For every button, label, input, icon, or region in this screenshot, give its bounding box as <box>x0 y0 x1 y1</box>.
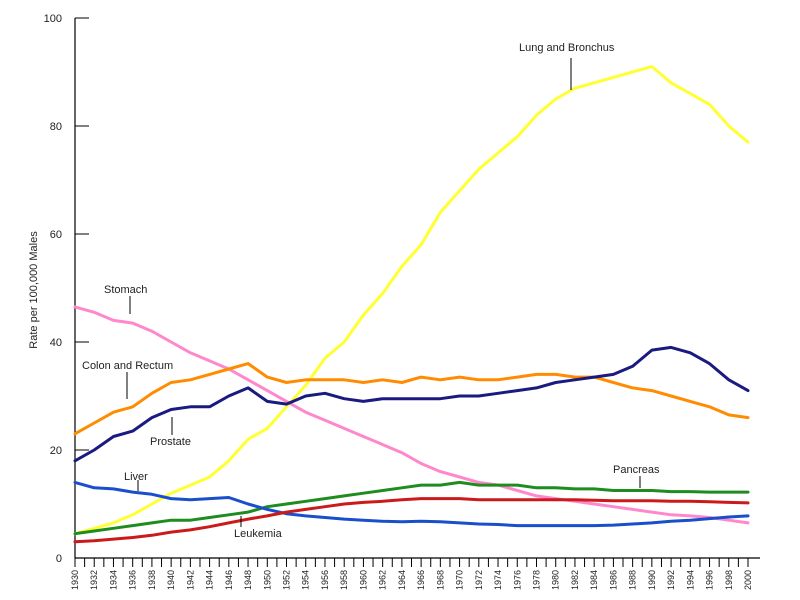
x-tick-label: 1988 <box>628 570 638 590</box>
series-line-stomach <box>73 305 750 525</box>
series-layer <box>73 65 750 544</box>
x-tick-label: 1986 <box>608 570 618 590</box>
x-tick-label: 1982 <box>570 570 580 590</box>
label-liver: Liver <box>124 471 148 483</box>
x-tick-label: 1946 <box>224 570 234 590</box>
x-tick-label: 1948 <box>243 570 253 590</box>
x-tick-label: 1980 <box>551 570 561 590</box>
x-tick-label: 1968 <box>435 570 445 590</box>
label-leukemia: Leukemia <box>234 528 283 540</box>
y-tick-label: 0 <box>56 553 62 565</box>
x-tick-label: 1972 <box>474 570 484 590</box>
x-tick-label: 1942 <box>185 570 195 590</box>
y-tick-label: 20 <box>50 445 62 457</box>
x-tick-label: 1934 <box>108 570 118 590</box>
x-tick-label: 1938 <box>147 570 157 590</box>
x-tick-label: 1970 <box>455 570 465 590</box>
x-tick-label: 1960 <box>358 570 368 590</box>
x-tick-label: 2000 <box>743 570 753 590</box>
x-tick-label: 1990 <box>647 570 657 590</box>
x-tick-label: 1978 <box>531 570 541 590</box>
x-tick-label: 1930 <box>70 570 80 590</box>
label-colon-and-rectum: Colon and Rectum <box>82 360 173 372</box>
y-axis: 0 20 40 60 80 100 <box>44 13 89 565</box>
x-tick-label: 1984 <box>589 570 599 590</box>
series-labels: Lung and Bronchus Stomach Colon and Rect… <box>82 42 660 540</box>
x-axis: 1930 1932 1934 1936 1938 1940 1942 1944 1946 1948… <box>70 557 760 590</box>
y-tick-label: 60 <box>50 229 62 241</box>
series-line-colon-and-rectum <box>73 362 750 436</box>
x-tick-label: 1952 <box>282 570 292 590</box>
series-line-lung-and-bronchus <box>73 65 750 536</box>
x-tick-label: 1944 <box>205 570 215 590</box>
x-tick-label: 1962 <box>378 570 388 590</box>
x-tick-label: 1958 <box>339 570 349 590</box>
y-axis-title: Rate per 100,000 Males <box>28 231 40 349</box>
y-tick-label: 100 <box>44 13 62 25</box>
x-tick-label: 1954 <box>301 570 311 590</box>
x-tick-label: 1966 <box>416 570 426 590</box>
label-pancreas: Pancreas <box>613 464 660 476</box>
x-tick-label: 1992 <box>666 570 676 590</box>
x-tick-label: 1950 <box>262 570 272 590</box>
x-tick-label: 1976 <box>512 570 522 590</box>
x-tick-label: 1996 <box>705 570 715 590</box>
series-line-prostate <box>73 345 750 463</box>
label-stomach: Stomach <box>104 284 147 296</box>
series-line-pancreas <box>73 480 750 536</box>
y-tick-label: 40 <box>50 337 62 349</box>
y-tick-label: 80 <box>50 121 62 133</box>
x-tick-label: 1998 <box>724 570 734 590</box>
label-lung-and-bronchus: Lung and Bronchus <box>519 42 615 54</box>
x-tick-label: 1956 <box>320 570 330 590</box>
series-line-leukemia <box>73 497 750 544</box>
x-tick-label: 1974 <box>493 570 503 590</box>
x-tick-label: 1936 <box>128 570 138 590</box>
x-tick-label: 1994 <box>685 570 695 590</box>
x-tick-label: 1932 <box>89 570 99 590</box>
x-tick-label: 1940 <box>166 570 176 590</box>
label-prostate: Prostate <box>150 436 191 448</box>
x-tick-label: 1964 <box>397 570 407 590</box>
series-line-liver <box>73 480 750 528</box>
